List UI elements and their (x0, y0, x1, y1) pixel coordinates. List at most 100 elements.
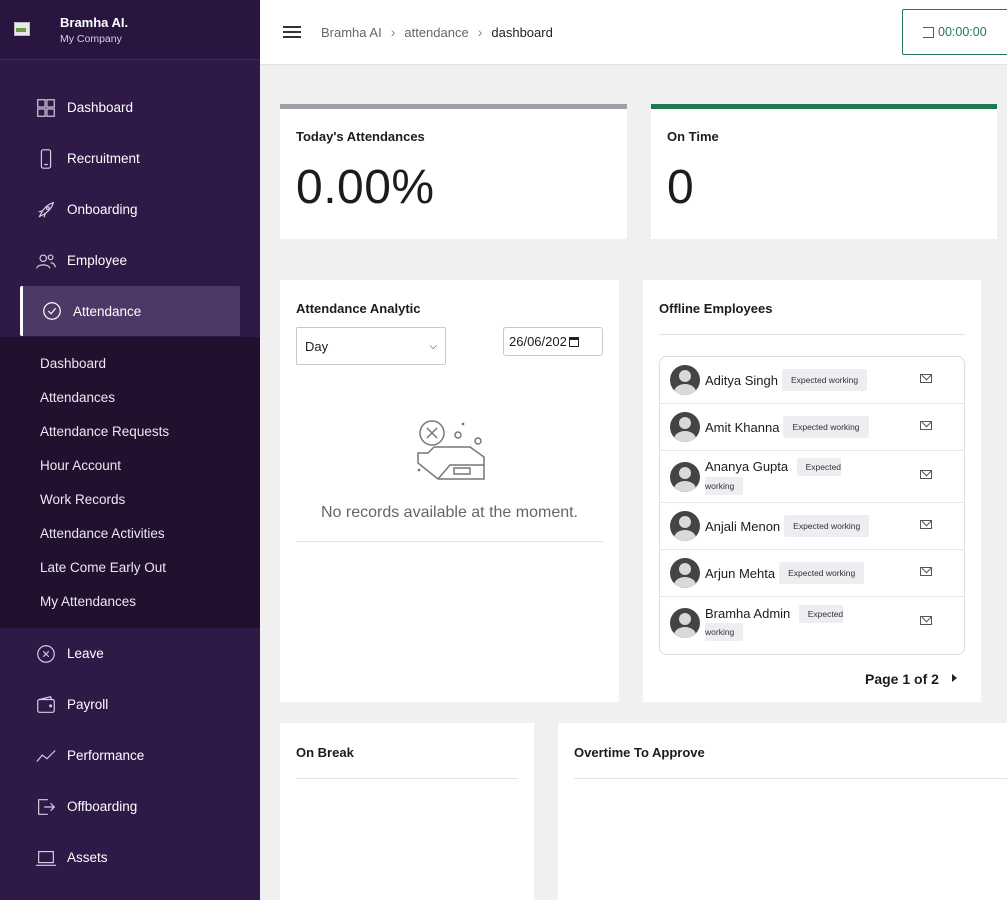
sidebar: Bramha AI. My Company Dashboard Recruitm… (0, 0, 260, 900)
brand-name: Bramha AI. (60, 14, 129, 30)
employee-name: Amit Khanna (705, 419, 780, 435)
card-title: On Time (667, 129, 719, 144)
list-item[interactable]: Aditya Singh Expected working (660, 357, 964, 404)
card-title: On Break (296, 745, 354, 760)
sidebar-item-label: Recruitment (67, 151, 140, 166)
next-page-icon[interactable] (952, 674, 957, 682)
mail-icon[interactable] (920, 616, 932, 625)
sidebar-item-dashboard[interactable]: Dashboard (0, 82, 260, 133)
clock-in-button[interactable]: 00:00:00 (902, 9, 1007, 55)
sidebar-item-onboarding[interactable]: Onboarding (0, 184, 260, 235)
calendar-icon (568, 336, 579, 347)
offline-employees-card: Offline Employees Aditya Singh Expected … (643, 280, 981, 702)
sidebar-item-assets[interactable]: Assets (0, 832, 260, 883)
brand[interactable]: Bramha AI. My Company (0, 0, 260, 60)
submenu-item-dashboard[interactable]: Dashboard (40, 356, 107, 371)
card-title: Overtime To Approve (574, 745, 705, 760)
empty-state-text: No records available at the moment. (320, 504, 578, 521)
submenu-item-attendance-activities[interactable]: Attendance Activities (40, 526, 165, 541)
card-title: Today's Attendances (296, 129, 425, 144)
company-name: My Company (60, 32, 122, 45)
mail-icon[interactable] (920, 520, 932, 529)
sidebar-item-performance[interactable]: Performance (0, 730, 260, 781)
mail-icon[interactable] (920, 421, 932, 430)
sidebar-item-label: Attendance (73, 303, 142, 319)
exit-icon (34, 795, 58, 819)
divider (296, 778, 518, 779)
pagination-label: Page 1 of 2 (865, 671, 939, 687)
card-title: Attendance Analytic (296, 301, 421, 316)
period-select-value: Day (305, 338, 329, 354)
timer-value: 00:00:00 (938, 25, 987, 39)
sidebar-item-label: Employee (67, 253, 128, 268)
todays-attendances-card: Today's Attendances 0.00% (280, 104, 627, 239)
avatar (670, 365, 700, 395)
attendance-submenu: Dashboard Attendances Attendance Request… (0, 337, 260, 628)
sidebar-item-attendance[interactable]: Attendance (20, 286, 240, 336)
avatar (670, 608, 700, 638)
chevron-right-icon: › (477, 24, 483, 40)
employee-name: Anjali Menon (705, 518, 781, 534)
card-accent-bar (651, 104, 997, 109)
submenu-item-attendances[interactable]: Attendances (40, 390, 116, 405)
avatar (670, 412, 700, 442)
submenu-item-late-come-early-out[interactable]: Late Come Early Out (40, 560, 167, 575)
dashboard-grid-icon (34, 96, 58, 120)
hamburger-menu-icon[interactable] (283, 23, 301, 41)
breadcrumb-item[interactable]: attendance (404, 24, 469, 40)
list-item[interactable]: Anjali Menon Expected working (660, 503, 964, 550)
card-title: Offline Employees (659, 301, 773, 316)
top-header: Bramha AI › attendance › dashboard 00:00… (260, 0, 1007, 65)
mail-icon[interactable] (920, 567, 932, 576)
breadcrumb-current: dashboard (491, 24, 553, 40)
sidebar-item-label: Dashboard (67, 100, 134, 115)
sidebar-item-recruitment[interactable]: Recruitment (0, 133, 260, 184)
divider (659, 334, 965, 335)
sidebar-item-employee[interactable]: Employee (0, 235, 260, 286)
avatar (670, 511, 700, 541)
list-item[interactable]: Bramha Admin Expected working (660, 597, 964, 649)
submenu-item-work-records[interactable]: Work Records (40, 492, 126, 507)
divider (296, 541, 603, 542)
sidebar-item-label: Assets (67, 850, 108, 865)
sidebar-item-label: Offboarding (67, 799, 138, 814)
submenu-item-attendance-requests[interactable]: Attendance Requests (40, 424, 170, 439)
clock-in-icon (923, 26, 934, 38)
sidebar-item-leave[interactable]: Leave (0, 628, 260, 679)
x-circle-icon (34, 642, 58, 666)
chevron-down-icon: ⌵ (429, 340, 437, 352)
employee-name: Bramha Admin (705, 606, 791, 621)
list-item[interactable]: Arjun Mehta Expected working (660, 550, 964, 597)
submenu-item-my-attendances[interactable]: My Attendances (40, 594, 137, 609)
list-item[interactable]: Ananya Gupta Expected working (660, 451, 964, 503)
period-select[interactable]: Day ⌵ (296, 327, 446, 365)
sidebar-item-label: Performance (67, 748, 145, 763)
mail-icon[interactable] (920, 470, 932, 479)
chevron-right-icon: › (390, 24, 396, 40)
sidebar-item-offboarding[interactable]: Offboarding (0, 781, 260, 832)
employee-name: Ananya Gupta (705, 459, 789, 475)
rocket-icon (34, 198, 58, 222)
list-item[interactable]: Amit Khanna Expected working (660, 404, 964, 451)
status-badge: Expected working (782, 369, 868, 391)
date-input[interactable]: 26/06/202 (503, 327, 603, 356)
status-badge: Expected working (783, 416, 869, 438)
sidebar-item-payroll[interactable]: Payroll (0, 679, 260, 730)
wallet-icon (34, 693, 58, 717)
users-icon (34, 249, 58, 273)
offline-employee-list: Aditya Singh Expected working Amit Khann… (659, 356, 965, 655)
status-badge: Expected working (784, 515, 870, 537)
sidebar-item-label: Payroll (67, 697, 109, 712)
trend-icon (34, 744, 58, 768)
submenu-item-hour-account[interactable]: Hour Account (40, 458, 122, 473)
breadcrumb-item[interactable]: Bramha AI (321, 24, 382, 40)
todays-attendance-value: 0.00% (296, 161, 435, 214)
date-value: 26/06/202 (509, 334, 567, 349)
breadcrumb: Bramha AI › attendance › dashboard (321, 24, 553, 40)
avatar (670, 461, 700, 492)
sidebar-menu: Dashboard Recruitment Onboarding Employe… (0, 60, 260, 883)
phone-icon (34, 147, 58, 171)
sidebar-item-label: Leave (67, 646, 104, 661)
mail-icon[interactable] (920, 374, 932, 383)
on-time-card: On Time 0 (651, 104, 997, 239)
